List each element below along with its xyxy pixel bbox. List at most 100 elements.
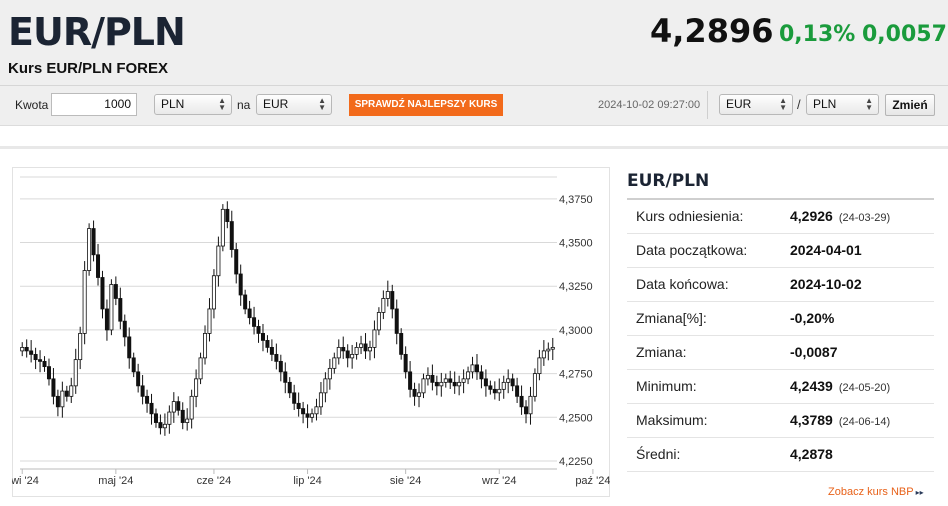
candle-body	[305, 413, 310, 418]
candle-body	[131, 357, 136, 373]
header-divider	[0, 85, 948, 86]
stat-label: Data końcowa:	[636, 276, 729, 292]
candle-body	[122, 320, 127, 338]
candle-body	[51, 378, 56, 397]
candle-body	[69, 385, 74, 397]
candle-body	[247, 308, 252, 319]
candle-body	[417, 392, 422, 397]
candle-body	[497, 388, 502, 394]
stat-value: 2024-10-02	[790, 276, 862, 292]
amount-input[interactable]: 1000	[51, 93, 137, 116]
candle-body	[408, 371, 413, 390]
candle-body	[421, 378, 426, 394]
current-price: 4,2896	[650, 12, 774, 50]
candle-body	[532, 373, 537, 397]
stat-value: -0,0087	[790, 344, 838, 360]
candle-body	[546, 348, 551, 352]
candle-body	[198, 357, 203, 380]
candle-body	[492, 388, 497, 394]
candle-body	[42, 360, 47, 368]
base-currency-select[interactable]: EUR ▲ ▼	[719, 94, 793, 115]
stat-label: Średni:	[636, 446, 681, 462]
candle-body	[127, 336, 132, 359]
candle-body	[318, 392, 323, 408]
candle-body	[171, 401, 176, 413]
quote-currency-value: PLN	[813, 97, 837, 111]
check-best-rate-button[interactable]: SPRAWDŹ NAJLEPSZY KURS	[349, 94, 503, 116]
candle-body	[501, 381, 506, 390]
stat-row-average: Średni: 4,2878	[627, 438, 934, 472]
candle-body	[100, 277, 105, 310]
candle-body	[515, 385, 520, 397]
page-title: EUR/PLN	[8, 10, 186, 54]
candle-body	[332, 357, 337, 369]
candle-body	[136, 371, 141, 387]
candle-body	[149, 402, 154, 415]
candle-body	[180, 409, 185, 423]
base-currency-value: EUR	[726, 97, 752, 111]
stat-row-reference: Kurs odniesienia: 4,2926 (24-03-29)	[627, 200, 934, 234]
candle-body	[55, 395, 60, 408]
candle-body	[73, 359, 78, 387]
x-tick-label: cze '24	[197, 475, 232, 487]
stat-label: Maksimum:	[636, 412, 708, 428]
candle-body	[220, 208, 225, 247]
candle-body	[256, 326, 261, 334]
select-arrows-icon: ▲ ▼	[865, 96, 873, 112]
stat-value: 2024-04-01	[790, 242, 862, 258]
candle-body	[118, 298, 123, 322]
candle-body	[158, 422, 163, 429]
stat-label: Zmiana:	[636, 344, 687, 360]
candle-body	[550, 346, 555, 350]
candle-body	[207, 308, 212, 334]
candle-body	[292, 392, 297, 404]
candle-body	[479, 371, 484, 380]
candle-body	[162, 423, 167, 429]
candle-body	[33, 353, 38, 361]
candle-body	[448, 378, 453, 383]
candle-body	[252, 317, 257, 327]
y-tick-label: 4,2750	[559, 369, 593, 381]
select-arrows-icon: ▲ ▼	[218, 96, 226, 112]
stat-date: (24-06-14)	[838, 416, 891, 428]
candle-body	[91, 228, 96, 256]
stat-value: -0,20%	[790, 310, 835, 326]
y-tick-label: 4,3250	[559, 281, 593, 293]
quote-timestamp: 2024-10-02 09:27:00	[598, 99, 701, 111]
candle-body	[483, 378, 488, 387]
quote-header: EUR/PLN Kurs EUR/PLN FOREX 4,2896 0,13% …	[0, 0, 948, 126]
candle-body	[439, 381, 444, 387]
to-currency-select[interactable]: EUR ▲ ▼	[256, 94, 332, 115]
from-currency-select[interactable]: PLN ▲ ▼	[154, 94, 232, 115]
candle-body	[457, 381, 462, 387]
from-currency-value: PLN	[161, 97, 185, 111]
candle-body	[372, 329, 377, 348]
candle-body	[109, 284, 114, 331]
candle-body	[341, 346, 346, 352]
candle-body	[528, 395, 533, 415]
candle-body	[153, 413, 158, 423]
stat-date: (24-05-20)	[838, 382, 891, 394]
candle-body	[310, 413, 315, 418]
y-tick-label: 4,3750	[559, 194, 593, 206]
y-tick-label: 4,2250	[559, 456, 593, 468]
nbp-rate-link[interactable]: Zobacz kurs NBP ▸▸	[828, 486, 924, 498]
candle-body	[425, 374, 430, 380]
candle-body	[403, 353, 408, 373]
na-label: na	[237, 98, 251, 112]
select-arrows-icon: ▲ ▼	[779, 96, 787, 112]
stats-title: EUR/PLN	[627, 171, 710, 191]
stat-value: 4,2878	[790, 446, 833, 462]
candle-body	[345, 350, 350, 359]
candle-body	[506, 378, 511, 383]
candle-body	[238, 273, 243, 296]
candle-body	[350, 353, 355, 359]
candle-body	[488, 385, 493, 390]
change-pair-button[interactable]: Zmień	[885, 94, 935, 116]
quote-currency-select[interactable]: PLN ▲ ▼	[806, 94, 879, 115]
x-tick-label: kwi '24	[12, 475, 39, 487]
candle-body	[519, 395, 524, 408]
stat-row-change: Zmiana: -0,0087	[627, 336, 934, 370]
candle-body	[278, 360, 283, 373]
stat-row-end-date: Data końcowa: 2024-10-02	[627, 268, 934, 302]
